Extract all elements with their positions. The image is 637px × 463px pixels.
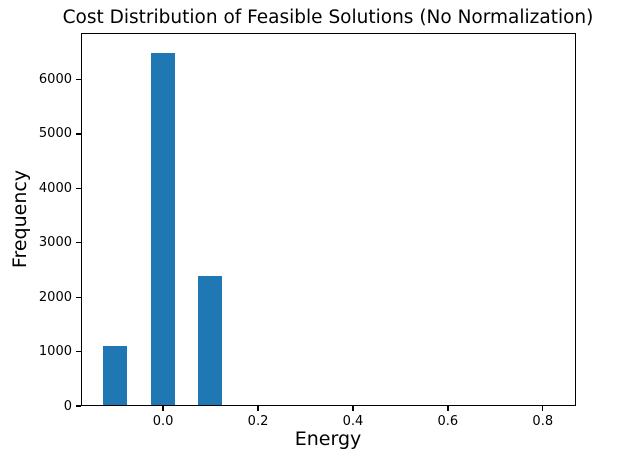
x-axis-label: Energy [294, 428, 362, 450]
chart-title: Cost Distribution of Feasible Solutions … [62, 7, 594, 28]
histogram-bar [198, 275, 223, 405]
y-tick-mark [76, 78, 81, 81]
x-tick-mark [352, 406, 354, 411]
y-tick-mark [76, 133, 81, 135]
y-tick-mark [76, 350, 81, 353]
y-tick-label: 6000 [38, 72, 72, 88]
y-tick-label: 3000 [38, 235, 72, 251]
x-tick-label: 0.2 [247, 414, 269, 429]
x-tick-label: 0.8 [532, 414, 554, 429]
y-tick-mark [76, 187, 81, 189]
y-tick-label: 2000 [38, 289, 72, 305]
x-tick-mark [542, 406, 544, 411]
x-tick-label: 0.0 [152, 414, 174, 429]
y-tick-label: 1000 [38, 344, 72, 360]
y-tick-label: 4000 [38, 180, 72, 196]
y-tick-mark [76, 405, 81, 407]
plot-area [81, 33, 576, 406]
y-tick-mark [76, 296, 81, 298]
x-tick-mark [257, 406, 259, 411]
x-tick-label: 0.4 [342, 414, 364, 429]
x-tick-mark [162, 406, 164, 411]
y-tick-label: 5000 [38, 126, 72, 142]
x-tick-mark [447, 406, 449, 411]
x-tick-label: 0.6 [437, 414, 459, 429]
y-tick-mark [76, 242, 81, 244]
y-tick-label: 0 [63, 398, 72, 414]
histogram-bar [150, 52, 175, 405]
histogram-bar [103, 346, 128, 405]
